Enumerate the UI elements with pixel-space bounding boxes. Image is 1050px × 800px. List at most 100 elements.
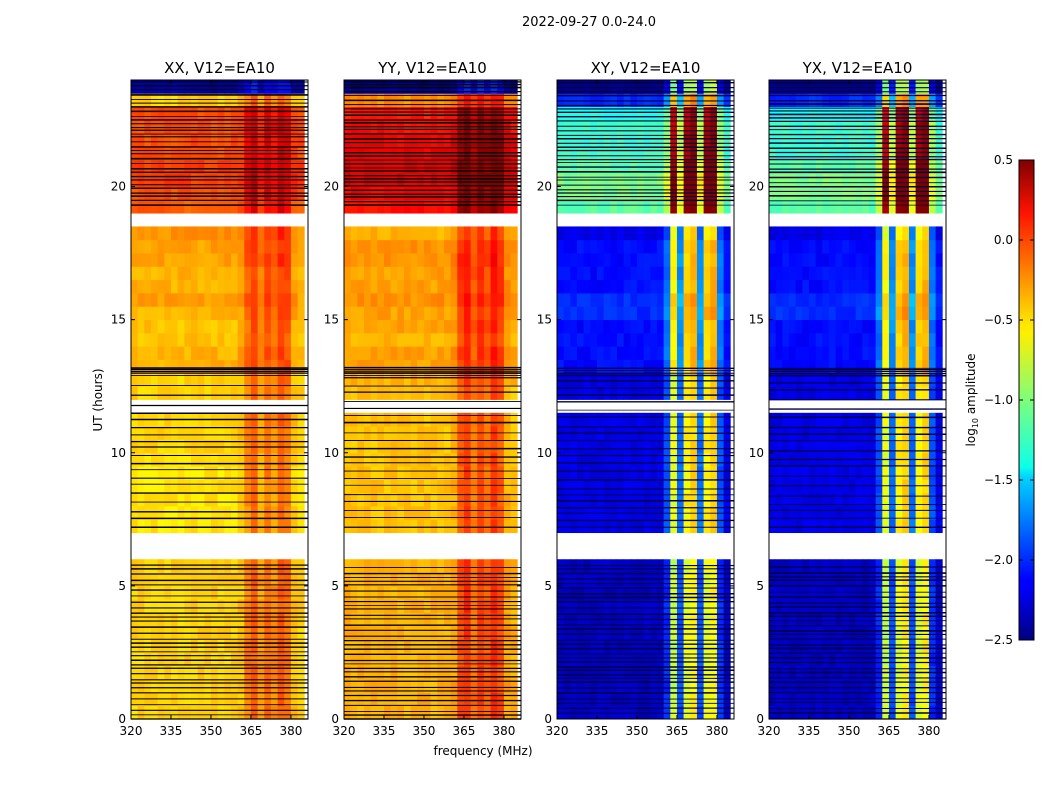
- heatmap-cell: [170, 372, 179, 387]
- heatmap-cell: [497, 479, 505, 494]
- heatmap-cell: [250, 612, 259, 627]
- heatmap-cell: [443, 665, 452, 680]
- heatmap-cell: [630, 639, 638, 653]
- heatmap-cell: [842, 679, 850, 693]
- heatmap-cell: [503, 239, 512, 254]
- heatmap-cell: [443, 372, 452, 387]
- heatmap-cell: [457, 572, 465, 587]
- heatmap-cell: [862, 279, 870, 294]
- heatmap-cell: [483, 159, 492, 174]
- heatmap-cell: [616, 306, 625, 321]
- heatmap-cell: [357, 173, 365, 187]
- heatmap-cell: [782, 106, 790, 121]
- heatmap-cell: [510, 386, 518, 400]
- heatmap-cell: [663, 679, 671, 693]
- heatmap-cell: [656, 319, 665, 334]
- heatmap-cell: [656, 386, 665, 400]
- heatmap-cell: [875, 306, 883, 321]
- heatmap-cell: [237, 253, 245, 267]
- heatmap-cell: [643, 439, 651, 454]
- heatmap-cell: [184, 159, 192, 174]
- heatmap-cell: [437, 293, 445, 307]
- heatmap-cell: [842, 146, 850, 161]
- heatmap-cell: [795, 306, 803, 321]
- heatmap-cell: [257, 266, 265, 281]
- heatmap-cell: [157, 332, 165, 347]
- heatmap-cell: [855, 386, 863, 400]
- heatmap-cell: [477, 186, 485, 201]
- heatmap-cell: [137, 93, 145, 108]
- heatmap-cell: [848, 293, 857, 307]
- heatmap-cell: [769, 359, 777, 374]
- heatmap-cell: [862, 639, 870, 653]
- heatmap-cell: [922, 319, 930, 334]
- heatmap-cell: [690, 585, 698, 600]
- heatmap-cell: [643, 293, 651, 307]
- heatmap-cell: [716, 146, 725, 161]
- heatmap-cell: [344, 186, 352, 201]
- heatmap-cell: [363, 199, 372, 214]
- heatmap-cell: [563, 199, 571, 214]
- heatmap-cell: [284, 452, 292, 467]
- heatmap-cell: [344, 199, 352, 214]
- heatmap-cell: [922, 625, 930, 640]
- heatmap-cell: [782, 412, 790, 427]
- heatmap-cell: [357, 293, 365, 307]
- heatmap-cell: [217, 199, 225, 214]
- heatmap-cell: [297, 679, 305, 693]
- heatmap-cell: [862, 519, 870, 534]
- heatmap-cell: [457, 625, 465, 640]
- heatmap-cell: [557, 372, 565, 387]
- heatmap-cell: [370, 293, 378, 307]
- heatmap-cell: [497, 466, 505, 480]
- heatmap-cell: [895, 386, 903, 400]
- heatmap-cell: [915, 346, 923, 360]
- heatmap-cell: [643, 386, 651, 400]
- heatmap-cell: [570, 452, 578, 467]
- heatmap-cell: [177, 239, 185, 254]
- heatmap-cell: [297, 572, 305, 587]
- heatmap-cell: [895, 359, 903, 374]
- heatmap-cell: [788, 585, 797, 600]
- heatmap-cell: [144, 506, 152, 520]
- heatmap-cell: [663, 133, 671, 147]
- heatmap-cell: [795, 386, 803, 400]
- heatmap-cell: [344, 359, 352, 374]
- heatmap-cell: [257, 439, 265, 454]
- heatmap-cell: [164, 359, 172, 374]
- heatmap-cell: [257, 293, 265, 307]
- heatmap-cell: [357, 226, 365, 241]
- heatmap-cell: [357, 332, 365, 347]
- heatmap-cell: [197, 93, 205, 108]
- heatmap-cell: [636, 386, 645, 400]
- heatmap-cell: [935, 506, 943, 520]
- heatmap-cell: [815, 306, 823, 321]
- heatmap-cell: [650, 119, 658, 134]
- heatmap-cell: [576, 106, 585, 121]
- heatmap-cell: [716, 319, 725, 334]
- heatmap-cell: [802, 346, 810, 360]
- heatmap-cell: [636, 80, 645, 94]
- heatmap-cell: [237, 372, 245, 387]
- heatmap-cell: [663, 106, 671, 121]
- heatmap-cell: [576, 599, 585, 613]
- heatmap-cell: [363, 186, 372, 201]
- heatmap-cell: [922, 159, 930, 174]
- heatmap-cell: [277, 439, 285, 454]
- heatmap-cell: [344, 572, 352, 587]
- heatmap-cell: [443, 279, 452, 294]
- heatmap-cell: [157, 452, 165, 467]
- heatmap-cell: [490, 319, 498, 334]
- heatmap-cell: [835, 599, 843, 613]
- heatmap-cell: [284, 426, 292, 440]
- heatmap-cell: [882, 146, 890, 161]
- heatmap-cell: [297, 519, 305, 534]
- heatmap-cell: [710, 146, 718, 161]
- heatmap-cell: [676, 119, 685, 134]
- heatmap-cell: [344, 279, 352, 294]
- heatmap-cell: [882, 559, 890, 573]
- heatmap-cell: [150, 639, 159, 653]
- heatmap-cell: [928, 266, 937, 281]
- heatmap-cell: [576, 293, 585, 307]
- heatmap-cell: [363, 346, 372, 360]
